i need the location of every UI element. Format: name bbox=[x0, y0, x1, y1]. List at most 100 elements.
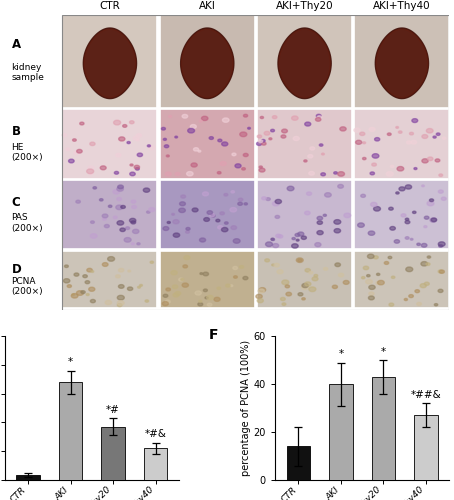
Circle shape bbox=[334, 172, 337, 174]
Circle shape bbox=[390, 166, 394, 168]
Text: F: F bbox=[209, 328, 218, 342]
Circle shape bbox=[186, 228, 190, 230]
Circle shape bbox=[181, 278, 184, 280]
Circle shape bbox=[167, 222, 170, 224]
Circle shape bbox=[296, 239, 299, 241]
Circle shape bbox=[433, 136, 436, 138]
Circle shape bbox=[369, 292, 374, 296]
Circle shape bbox=[135, 168, 139, 170]
Circle shape bbox=[162, 128, 165, 130]
Circle shape bbox=[394, 240, 400, 243]
Circle shape bbox=[150, 261, 153, 264]
Bar bbox=[355, 180, 449, 250]
Circle shape bbox=[138, 286, 140, 288]
Circle shape bbox=[235, 164, 241, 168]
Circle shape bbox=[118, 137, 125, 141]
Circle shape bbox=[192, 208, 198, 212]
Circle shape bbox=[77, 150, 80, 152]
Circle shape bbox=[140, 284, 143, 286]
Circle shape bbox=[199, 238, 206, 242]
Circle shape bbox=[91, 270, 94, 272]
Circle shape bbox=[301, 236, 306, 240]
Text: D: D bbox=[11, 263, 21, 276]
Circle shape bbox=[370, 202, 377, 206]
Circle shape bbox=[363, 142, 365, 144]
Text: PAS
(200×): PAS (200×) bbox=[11, 214, 43, 233]
Circle shape bbox=[324, 268, 328, 270]
Bar bbox=[415, 416, 438, 480]
Circle shape bbox=[179, 202, 185, 205]
Circle shape bbox=[87, 268, 92, 272]
Circle shape bbox=[239, 266, 244, 268]
Circle shape bbox=[262, 140, 265, 142]
Circle shape bbox=[438, 289, 443, 292]
Circle shape bbox=[438, 190, 443, 193]
Circle shape bbox=[207, 303, 212, 306]
Bar bbox=[329, 384, 353, 480]
Text: *#&: *#& bbox=[145, 429, 167, 439]
Bar bbox=[257, 15, 352, 108]
Circle shape bbox=[171, 270, 177, 275]
Circle shape bbox=[198, 150, 201, 152]
Circle shape bbox=[367, 274, 370, 277]
Circle shape bbox=[186, 230, 189, 233]
Circle shape bbox=[230, 285, 233, 286]
Circle shape bbox=[173, 233, 180, 237]
Circle shape bbox=[134, 166, 139, 169]
Circle shape bbox=[315, 242, 321, 246]
Circle shape bbox=[114, 120, 121, 125]
Circle shape bbox=[424, 216, 429, 219]
Circle shape bbox=[368, 231, 375, 235]
Circle shape bbox=[131, 200, 136, 203]
Circle shape bbox=[321, 173, 326, 176]
Circle shape bbox=[220, 162, 226, 166]
Circle shape bbox=[129, 120, 134, 124]
Circle shape bbox=[207, 296, 213, 300]
Polygon shape bbox=[376, 29, 428, 98]
Circle shape bbox=[282, 303, 286, 306]
Circle shape bbox=[128, 287, 133, 290]
Circle shape bbox=[286, 292, 291, 296]
Circle shape bbox=[214, 298, 220, 302]
Text: AKI+Thy40: AKI+Thy40 bbox=[373, 0, 431, 10]
Circle shape bbox=[275, 216, 280, 218]
Bar bbox=[355, 15, 449, 108]
Circle shape bbox=[396, 192, 399, 194]
Circle shape bbox=[291, 116, 298, 120]
Bar bbox=[160, 180, 255, 250]
Circle shape bbox=[405, 185, 412, 189]
Circle shape bbox=[243, 276, 248, 280]
Polygon shape bbox=[181, 28, 234, 98]
Circle shape bbox=[365, 280, 372, 284]
Circle shape bbox=[410, 238, 413, 240]
Circle shape bbox=[428, 157, 433, 160]
Circle shape bbox=[117, 300, 124, 305]
Circle shape bbox=[397, 166, 404, 171]
Circle shape bbox=[117, 187, 123, 191]
Circle shape bbox=[162, 302, 168, 306]
Bar bbox=[62, 110, 158, 178]
Circle shape bbox=[435, 159, 440, 162]
Circle shape bbox=[266, 198, 270, 200]
Circle shape bbox=[323, 214, 326, 216]
Circle shape bbox=[165, 172, 171, 176]
Circle shape bbox=[72, 294, 74, 296]
Circle shape bbox=[198, 302, 203, 306]
Circle shape bbox=[415, 290, 419, 292]
Circle shape bbox=[335, 263, 340, 266]
Circle shape bbox=[360, 132, 365, 136]
Circle shape bbox=[90, 142, 95, 146]
Circle shape bbox=[62, 134, 66, 136]
Circle shape bbox=[175, 136, 178, 138]
Circle shape bbox=[338, 172, 345, 176]
Circle shape bbox=[317, 221, 322, 224]
Circle shape bbox=[77, 150, 82, 153]
Circle shape bbox=[222, 142, 228, 146]
Circle shape bbox=[384, 262, 389, 264]
Circle shape bbox=[309, 272, 313, 274]
Circle shape bbox=[90, 221, 94, 224]
Circle shape bbox=[74, 151, 80, 154]
Circle shape bbox=[93, 186, 97, 189]
Circle shape bbox=[363, 158, 366, 160]
Circle shape bbox=[217, 172, 221, 174]
